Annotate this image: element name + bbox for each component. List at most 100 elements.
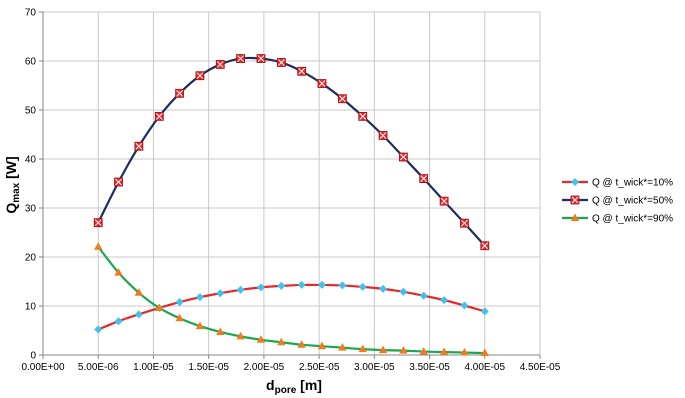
- data-point: [215, 60, 225, 69]
- data-point: [297, 340, 306, 348]
- y-axis-ticks: 0 10 20 30 40 50 60 70: [25, 8, 37, 362]
- data-point: [440, 296, 449, 305]
- x-tick-label: 2.00E-05: [244, 362, 285, 373]
- marker-square-cross: [135, 142, 143, 150]
- data-point: [317, 341, 327, 350]
- y-tick-label: 50: [25, 106, 37, 117]
- data-point: [277, 337, 286, 346]
- series-layer: [93, 54, 490, 357]
- series-3: [94, 242, 489, 357]
- series-2: [93, 54, 490, 251]
- data-point: [195, 293, 204, 302]
- marker-square-cross: [196, 72, 204, 80]
- data-point: [154, 111, 164, 121]
- data-point: [257, 283, 266, 292]
- legend-label: Q @ t_wick*=50%: [592, 196, 673, 207]
- data-point: [419, 174, 429, 184]
- x-tick-label: 0.00E+00: [21, 362, 65, 373]
- marker-square-cross: [461, 219, 468, 227]
- x-tick-label: 1.50E-05: [188, 362, 229, 373]
- marker-square-cross: [176, 89, 183, 97]
- marker-square-cross: [400, 153, 407, 161]
- marker-square-cross: [94, 219, 102, 227]
- data-point: [398, 152, 408, 162]
- marker-square-cross: [257, 55, 265, 62]
- data-point: [114, 268, 123, 276]
- data-point: [480, 241, 490, 251]
- data-point: [276, 58, 286, 67]
- marker-square-cross: [339, 95, 346, 103]
- legend-label: Q @ t_wick*=90%: [592, 214, 673, 225]
- marker-square-cross: [277, 59, 285, 66]
- marker-square-cross: [155, 113, 163, 120]
- x-tick-label: 2.50E-05: [299, 362, 340, 373]
- data-point: [379, 284, 388, 293]
- data-point: [216, 327, 225, 335]
- x-tick-label: 1.00E-05: [133, 362, 174, 373]
- marker-square-cross: [481, 242, 489, 250]
- data-point: [134, 141, 144, 151]
- x-tick-label: 5.00E-06: [78, 362, 119, 373]
- data-point: [338, 281, 347, 290]
- data-point: [399, 346, 408, 354]
- data-point: [93, 218, 103, 228]
- x-tick-label: 4.00E-05: [464, 362, 505, 373]
- data-point: [399, 287, 408, 296]
- marker-square-cross: [440, 197, 448, 205]
- x-axis-ticks: 0.00E+00 5.00E-06 1.00E-05 1.50E-05 2.00E-05…: [21, 362, 560, 373]
- data-point: [114, 177, 123, 187]
- legend-swatch-marker: [571, 178, 579, 186]
- data-point: [439, 196, 449, 206]
- data-point: [480, 348, 489, 357]
- marker-square-cross: [379, 132, 387, 139]
- data-point: [236, 285, 245, 294]
- data-point: [175, 298, 184, 307]
- marker-square-cross: [115, 178, 122, 186]
- data-point: [378, 131, 388, 140]
- data-point: [236, 54, 245, 63]
- data-point: [358, 344, 367, 353]
- data-point: [94, 242, 103, 250]
- data-point: [256, 335, 266, 343]
- data-point: [236, 331, 245, 340]
- y-tick-label: 70: [25, 8, 37, 19]
- legend-label: Q @ t_wick*=10%: [592, 178, 673, 189]
- x-tick-label: 4.50E-05: [520, 362, 561, 373]
- legend-swatch-marker: [570, 195, 580, 205]
- data-point: [134, 310, 143, 319]
- x-axis-title: dpore [m]: [266, 377, 322, 396]
- data-point: [338, 94, 347, 104]
- marker-square-cross: [359, 113, 367, 120]
- legend: Q @ t_wick*=10% Q @ t_wick*=50% Q @ t_wick…: [562, 178, 673, 225]
- data-point: [175, 88, 185, 98]
- data-point: [94, 325, 103, 334]
- legend-item: Q @ t_wick*=90%: [562, 213, 673, 225]
- data-point: [297, 66, 307, 76]
- data-point: [155, 303, 164, 311]
- data-point: [114, 317, 123, 326]
- y-tick-label: 40: [25, 155, 37, 166]
- data-point: [134, 288, 144, 296]
- data-point: [358, 282, 367, 291]
- data-point: [378, 345, 388, 354]
- y-tick-label: 30: [25, 204, 37, 215]
- plot-area: [43, 12, 540, 355]
- legend-swatch-marker: [570, 213, 580, 221]
- legend-item: Q @ t_wick*=10%: [562, 178, 673, 189]
- data-point: [195, 71, 205, 81]
- y-tick-label: 0: [30, 351, 36, 362]
- data-point: [460, 218, 469, 228]
- data-point: [338, 343, 347, 351]
- x-tick-label: 3.00E-05: [354, 362, 395, 373]
- y-axis-title: Qmax [W]: [3, 156, 22, 213]
- data-point: [460, 348, 469, 356]
- data-point: [358, 111, 368, 121]
- marker-square-cross: [237, 55, 244, 62]
- data-point: [256, 54, 266, 63]
- marker-square-cross: [420, 175, 428, 182]
- data-point: [439, 347, 449, 356]
- data-point: [419, 347, 428, 355]
- marker-square-cross: [571, 196, 579, 204]
- data-point: [297, 280, 306, 289]
